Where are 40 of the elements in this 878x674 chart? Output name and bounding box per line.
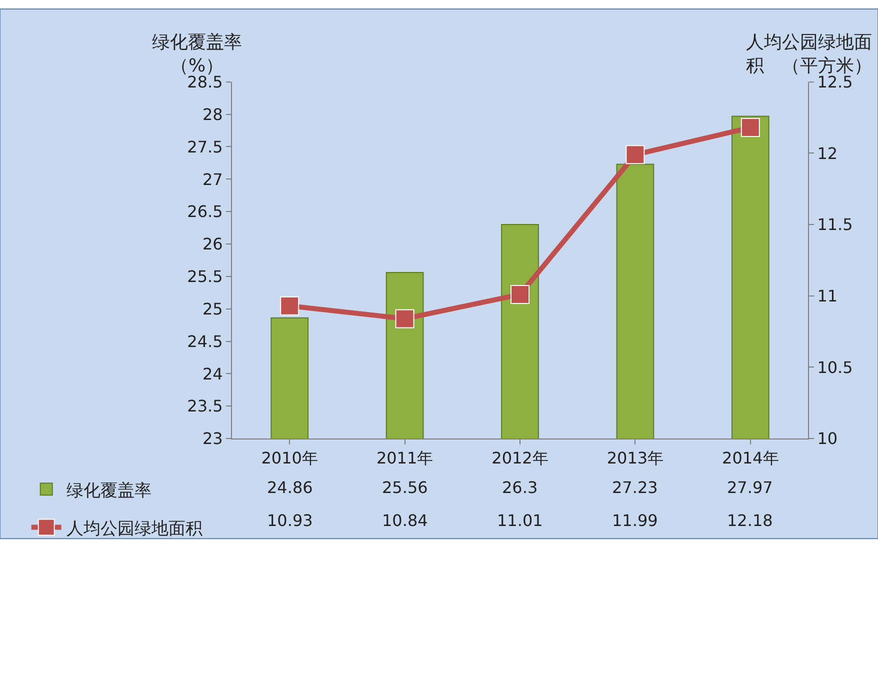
- point: [395, 309, 414, 328]
- data-label: 27.23: [612, 478, 658, 497]
- y2-tick-label: 10.5: [817, 358, 853, 377]
- y-tick-label: 23.5: [187, 396, 223, 416]
- data-label: 10.84: [382, 511, 428, 530]
- y-tick-label: 23: [202, 429, 223, 448]
- point: [740, 118, 760, 138]
- x-tick-label: 2013年: [606, 448, 664, 468]
- legend-label: 人均公园绿地面积: [66, 518, 202, 539]
- data-label: 25.56: [382, 478, 428, 497]
- y2-tick-label: 12: [817, 144, 838, 163]
- y-tick-label: 25: [202, 299, 223, 318]
- y2-tick-label: 11.5: [817, 215, 853, 234]
- y-tick-label: 26.5: [187, 202, 223, 222]
- y-tick-label: 27.5: [187, 137, 223, 156]
- legend-label: 绿化覆盖率: [66, 480, 152, 501]
- data-label: 12.18: [727, 511, 773, 530]
- point: [510, 284, 530, 304]
- y-tick-label: 27: [202, 170, 223, 189]
- y-tick-label: 24: [202, 364, 223, 384]
- x-tick-label: 2011年: [376, 448, 434, 468]
- data-label: 27.97: [727, 478, 773, 497]
- data-label: 26.3: [502, 478, 538, 497]
- data-label: 11.01: [497, 511, 543, 530]
- y-tick-label: 24.5: [187, 332, 223, 351]
- x-tick-label: 2014年: [722, 448, 779, 468]
- data-label: 11.99: [612, 511, 658, 530]
- y2-tick-label: 11: [817, 286, 838, 306]
- data-label: 10.93: [267, 511, 313, 530]
- point: [280, 296, 300, 316]
- y2-axis-title: 人均公园绿地面积 （平方米）: [746, 32, 872, 76]
- y-tick-label: 28: [202, 104, 223, 124]
- y-tick-label: 26: [202, 234, 223, 254]
- x-tick-label: 2012年: [492, 448, 548, 468]
- y-axis-title: 绿化覆盖率（%）: [152, 32, 242, 76]
- x-tick-label: 2010年: [261, 448, 318, 468]
- point: [626, 145, 645, 164]
- y2-tick-label: 10: [817, 429, 838, 448]
- y-tick-label: 25.5: [187, 267, 223, 286]
- data-label: 24.86: [267, 478, 313, 497]
